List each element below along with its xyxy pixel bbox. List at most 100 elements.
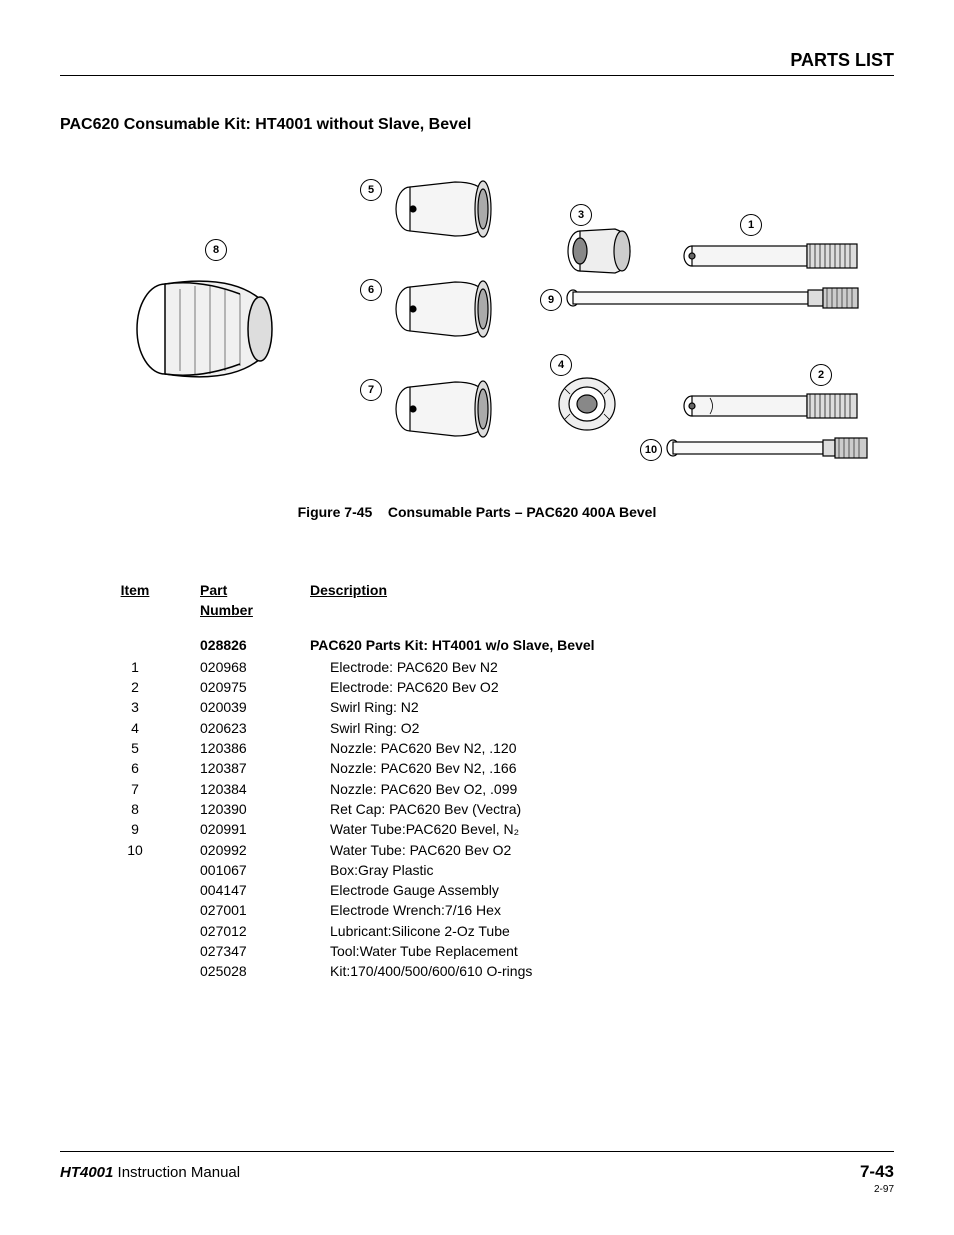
cell-pn: 004147 <box>200 880 310 900</box>
cell-item: 1 <box>100 657 200 677</box>
cell-item: 10 <box>100 840 200 860</box>
table-row: 027347Tool:Water Tube Replacement <box>100 941 894 961</box>
cell-item <box>100 961 200 981</box>
header-partnumber: PartNumber <box>200 580 310 621</box>
callout-7: 7 <box>360 379 382 401</box>
cell-pn: 027012 <box>200 921 310 941</box>
part-swirl3-icon <box>560 224 640 279</box>
header-description: Description <box>310 580 894 621</box>
callout-3: 3 <box>570 204 592 226</box>
callout-10: 10 <box>640 439 662 461</box>
table-row: 2020975Electrode: PAC620 Bev O2 <box>100 677 894 697</box>
part-retcap-icon <box>120 259 290 399</box>
table-row: 5120386Nozzle: PAC620 Bev N2, .120 <box>100 738 894 758</box>
callout-8: 8 <box>205 239 227 261</box>
figure-caption: Figure 7-45 Consumable Parts – PAC620 40… <box>60 504 894 520</box>
part-swirl4-icon <box>550 374 625 434</box>
part-watertube10-icon <box>665 436 875 461</box>
cell-desc: Electrode Wrench:7/16 Hex <box>310 900 894 920</box>
cell-pn: 120384 <box>200 779 310 799</box>
part-nozzle6-icon <box>385 274 505 344</box>
part-watertube9-icon <box>565 286 865 311</box>
cell-pn: 020039 <box>200 697 310 717</box>
table-row: 4020623Swirl Ring: O2 <box>100 718 894 738</box>
cell-item <box>100 880 200 900</box>
table-row: 6120387Nozzle: PAC620 Bev N2, .166 <box>100 758 894 778</box>
callout-9: 9 <box>540 289 562 311</box>
cell-desc: Lubricant:Silicone 2-Oz Tube <box>310 921 894 941</box>
cell-pn: 120387 <box>200 758 310 778</box>
table-row: 7120384Nozzle: PAC620 Bev O2, .099 <box>100 779 894 799</box>
cell-desc: Box:Gray Plastic <box>310 860 894 880</box>
cell-pn: 020975 <box>200 677 310 697</box>
cell-desc: Swirl Ring: O2 <box>310 718 894 738</box>
cell-pn: 025028 <box>200 961 310 981</box>
cell-item: 2 <box>100 677 200 697</box>
cell-desc: Nozzle: PAC620 Bev N2, .166 <box>310 758 894 778</box>
cell-desc: Nozzle: PAC620 Bev O2, .099 <box>310 779 894 799</box>
cell-item: 3 <box>100 697 200 717</box>
table-row: 004147Electrode Gauge Assembly <box>100 880 894 900</box>
kit-pn: 028826 <box>200 635 310 655</box>
cell-item: 6 <box>100 758 200 778</box>
cell-pn: 020623 <box>200 718 310 738</box>
cell-item: 8 <box>100 799 200 819</box>
cell-pn: 020968 <box>200 657 310 677</box>
table-row: 025028Kit:170/400/500/600/610 O-rings <box>100 961 894 981</box>
figure-text: Consumable Parts – PAC620 400A Bevel <box>388 504 656 520</box>
cell-desc: Water Tube: PAC620 Bev O2 <box>310 840 894 860</box>
cell-pn: 120390 <box>200 799 310 819</box>
cell-item: 7 <box>100 779 200 799</box>
cell-desc: Water Tube:PAC620 Bevel, N₂ <box>310 819 894 839</box>
table-row: 8120390Ret Cap: PAC620 Bev (Vectra) <box>100 799 894 819</box>
cell-item: 9 <box>100 819 200 839</box>
cell-desc: Electrode: PAC620 Bev N2 <box>310 657 894 677</box>
header-section: PARTS LIST <box>60 50 894 76</box>
cell-desc: Electrode: PAC620 Bev O2 <box>310 677 894 697</box>
cell-item: 4 <box>100 718 200 738</box>
part-nozzle5-icon <box>385 174 505 244</box>
table-row: 001067Box:Gray Plastic <box>100 860 894 880</box>
cell-desc: Nozzle: PAC620 Bev N2, .120 <box>310 738 894 758</box>
table-row: 1020968Electrode: PAC620 Bev N2 <box>100 657 894 677</box>
cell-desc: Electrode Gauge Assembly <box>310 880 894 900</box>
part-nozzle7-icon <box>385 374 505 444</box>
callout-1: 1 <box>740 214 762 236</box>
footer-rev: 2-97 <box>860 1184 894 1195</box>
table-row: 9020991Water Tube:PAC620 Bevel, N₂ <box>100 819 894 839</box>
cell-desc: Kit:170/400/500/600/610 O-rings <box>310 961 894 981</box>
cell-item <box>100 860 200 880</box>
cell-desc: Tool:Water Tube Replacement <box>310 941 894 961</box>
table-row: 10020992Water Tube: PAC620 Bev O2 <box>100 840 894 860</box>
kit-desc: PAC620 Parts Kit: HT4001 w/o Slave, Beve… <box>310 635 894 655</box>
cell-pn: 020992 <box>200 840 310 860</box>
header-item: Item <box>100 580 200 621</box>
cell-desc: Ret Cap: PAC620 Bev (Vectra) <box>310 799 894 819</box>
cell-desc: Swirl Ring: N2 <box>310 697 894 717</box>
callout-6: 6 <box>360 279 382 301</box>
cell-item: 5 <box>100 738 200 758</box>
page-title: PAC620 Consumable Kit: HT4001 without Sl… <box>60 116 894 134</box>
table-row: 027001Electrode Wrench:7/16 Hex <box>100 900 894 920</box>
footer-manual: HT4001 Instruction Manual <box>60 1164 240 1181</box>
footer-page: 7-43 <box>860 1162 894 1182</box>
figure-number: Figure 7-45 <box>298 504 373 520</box>
cell-pn: 120386 <box>200 738 310 758</box>
cell-item <box>100 921 200 941</box>
cell-pn: 027001 <box>200 900 310 920</box>
cell-pn: 001067 <box>200 860 310 880</box>
cell-pn: 027347 <box>200 941 310 961</box>
callout-5: 5 <box>360 179 382 201</box>
part-electrode2-icon <box>680 389 870 424</box>
figure-area: 8 5 6 7 3 4 1 9 2 10 <box>60 164 894 484</box>
part-electrode1-icon <box>680 239 870 274</box>
cell-item <box>100 900 200 920</box>
table-row: 3020039Swirl Ring: N2 <box>100 697 894 717</box>
page-footer: HT4001 Instruction Manual 7-43 2-97 <box>60 1151 894 1195</box>
callout-2: 2 <box>810 364 832 386</box>
cell-item <box>100 941 200 961</box>
cell-pn: 020991 <box>200 819 310 839</box>
callout-4: 4 <box>550 354 572 376</box>
table-row: 027012Lubricant:Silicone 2-Oz Tube <box>100 921 894 941</box>
parts-table: Item PartNumber Description 028826 PAC62… <box>100 580 894 982</box>
